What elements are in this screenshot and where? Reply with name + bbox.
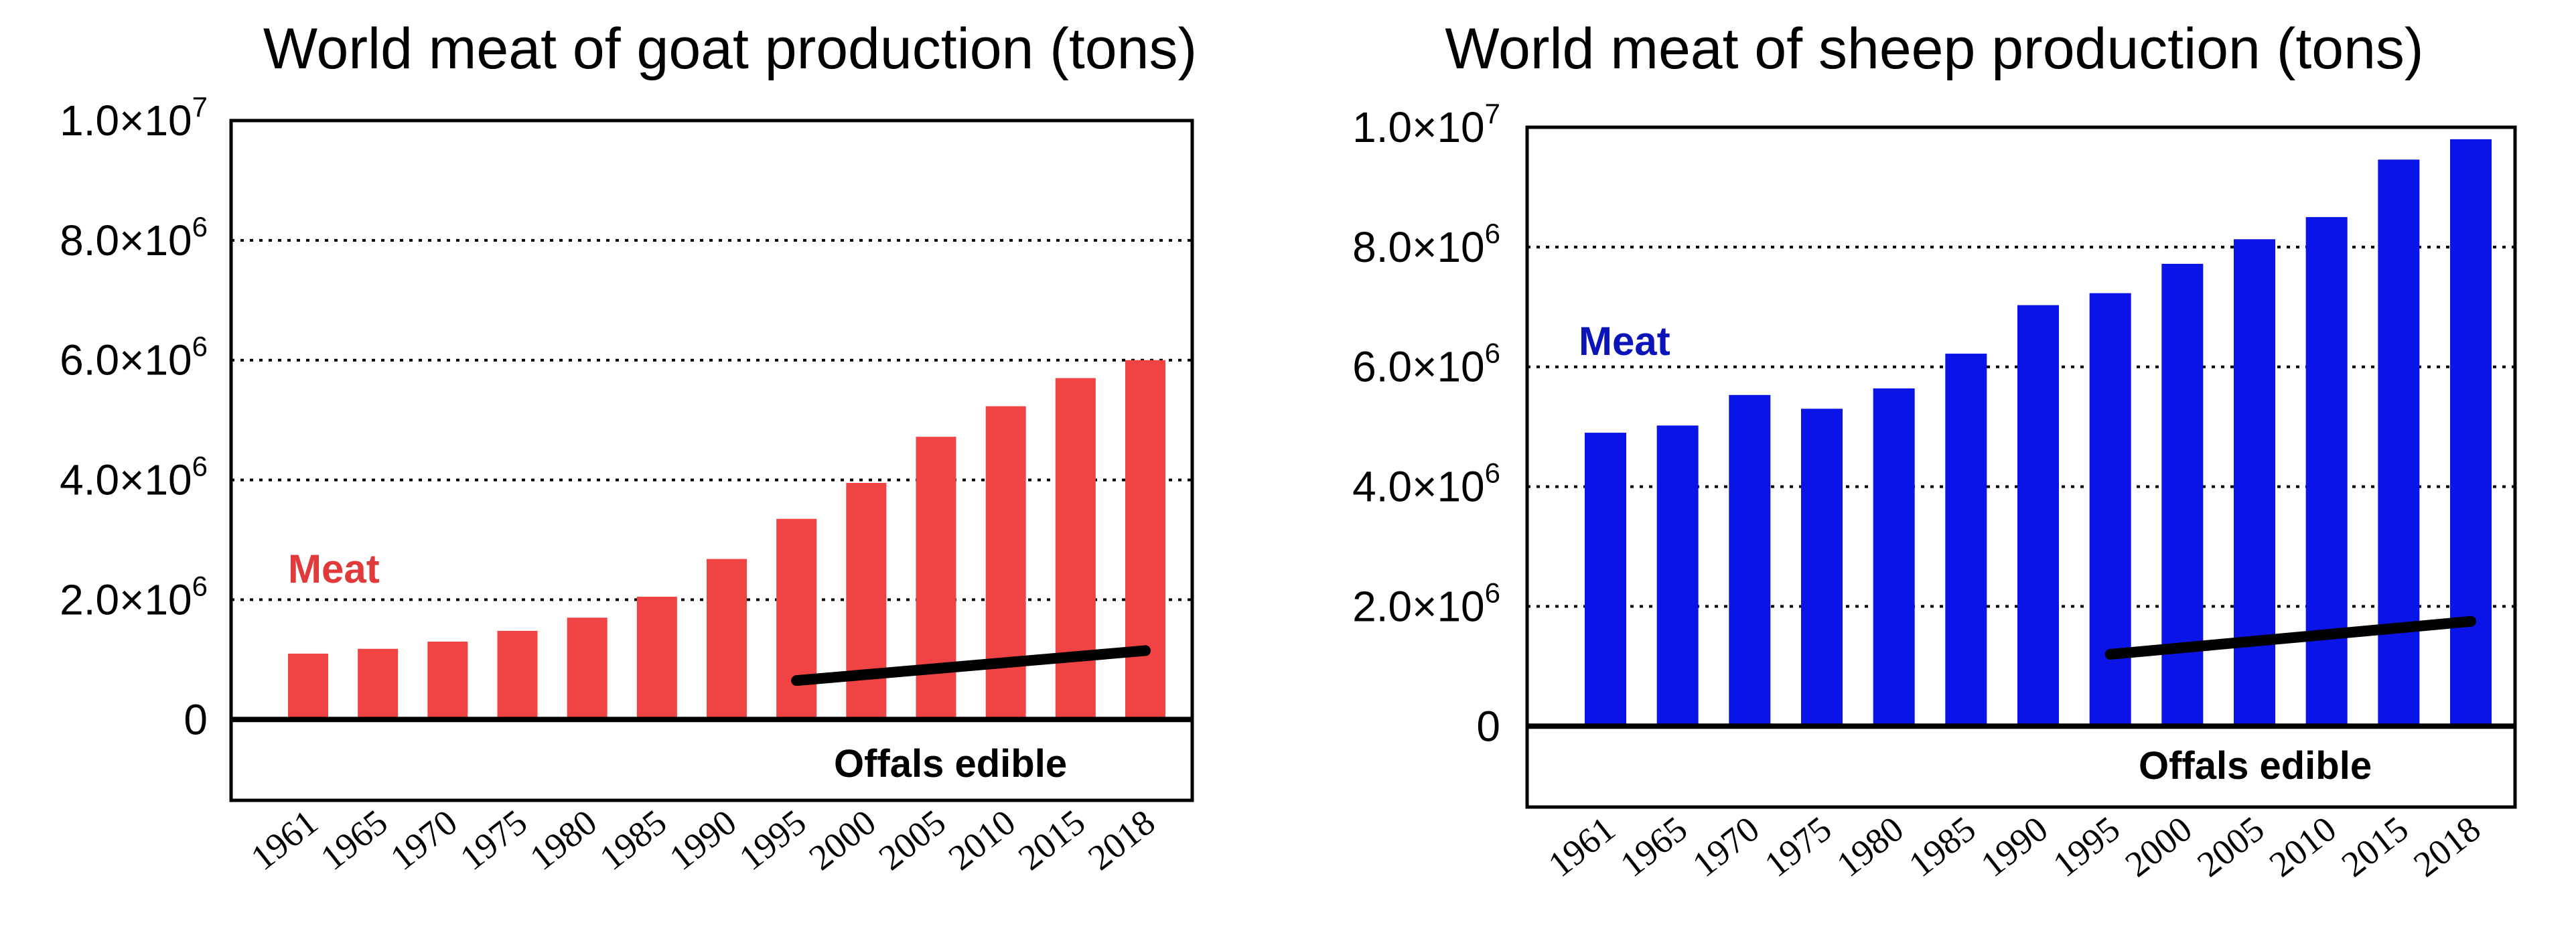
goat-xtick-label: 2010: [941, 802, 1023, 878]
goat-xtick-label: 1990: [662, 802, 743, 878]
goat-xtick-label: 2018: [1080, 802, 1162, 878]
sheep-xtick-label: 2010: [2262, 808, 2344, 885]
goat-xtick-label: 1970: [383, 802, 465, 878]
goat-xtick-label: 1985: [592, 802, 674, 878]
goat-meat-bar-1995: [776, 518, 817, 720]
sheep-offals-trend-line: [2104, 615, 2476, 660]
sheep-offals-label: Offals edible: [2139, 744, 2372, 788]
sheep-meat-bar-1970: [1729, 394, 1771, 727]
sheep-meat-bar-1961: [1585, 433, 1626, 727]
goat-xtick-label: 1995: [732, 802, 814, 878]
sheep-meat-bar-1990: [2017, 305, 2059, 727]
sheep-plot-frame: [1525, 125, 2517, 809]
sheep-xtick-label: 1970: [1685, 808, 1767, 885]
goat-ytick-label: 1.0×107: [60, 91, 208, 145]
sheep-meat-bar-2000: [2161, 263, 2204, 727]
sheep-chart-title: World meat of sheep production (tons): [1445, 17, 2423, 81]
goat-xtick-label: 1961: [243, 802, 325, 878]
sheep-xtick-label: 2018: [2406, 808, 2488, 885]
goat-meat-bar-2000: [846, 483, 887, 720]
goat-meat-bar-1980: [567, 618, 607, 720]
sheep-xtick-label: 2000: [2118, 808, 2200, 885]
sheep-meat-bar-2010: [2305, 217, 2348, 727]
sheep-meat-bar-1980: [1873, 388, 1915, 727]
goat-xtick-label: 2015: [1011, 802, 1092, 878]
sheep-xtick-label: 1961: [1541, 808, 1622, 885]
sheep-meat-bar-2015: [2378, 159, 2420, 727]
sheep-chart: World meat of sheep production (tons) 0 2…: [1352, 17, 2517, 885]
goat-meat-bar-2018: [1125, 360, 1165, 720]
sheep-xtick-label: 2015: [2334, 808, 2416, 885]
goat-meat-bar-1985: [636, 596, 677, 720]
sheep-ytick-label: 8.0×106: [1352, 218, 1500, 271]
goat-meat-bar-1965: [358, 648, 399, 720]
goat-ytick-label: 4.0×106: [60, 451, 208, 504]
sheep-ytick-label: 1.0×107: [1352, 98, 1500, 151]
goat-meat-bar-1970: [427, 642, 468, 720]
goat-xtick-label: 1965: [313, 802, 395, 878]
sheep-xtick-label: 1965: [1613, 808, 1695, 885]
sheep-meat-bar-1985: [1945, 354, 1987, 727]
sheep-ytick-label: 6.0×106: [1352, 338, 1500, 391]
goat-xtick-label: 1975: [453, 802, 534, 878]
sheep-xtick-label: 1980: [1829, 808, 1911, 885]
goat-xtick-label: 2000: [802, 802, 883, 878]
goat-ytick-label: 2.0×106: [60, 570, 208, 624]
goat-meat-bar-1975: [497, 630, 538, 720]
sheep-meat-bar-1995: [2089, 293, 2131, 727]
goat-ytick-label: 0: [184, 695, 208, 743]
goat-plot-frame: [229, 119, 1194, 802]
sheep-ytick-label: 0: [1476, 702, 1500, 750]
sheep-xtick-label: 1995: [2046, 808, 2127, 885]
goat-offals-label: Offals edible: [834, 742, 1067, 786]
goat-chart: World meat of goat production (tons) 0 2.…: [60, 17, 1197, 878]
sheep-xtick-label: 1985: [1902, 808, 1983, 885]
sheep-meat-label: Meat: [1579, 319, 1670, 364]
goat-xtick-label: 1980: [522, 802, 604, 878]
sheep-xtick-label: 1990: [1973, 808, 2055, 885]
goat-xtick-label: 2005: [871, 802, 953, 878]
goat-meat-bar-2010: [985, 406, 1026, 720]
sheep-meat-bar-1965: [1656, 425, 1699, 727]
sheep-meat-bar-2005: [2234, 239, 2275, 727]
goat-meat-bar-2005: [916, 437, 956, 720]
sheep-meat-bar-2018: [2450, 139, 2492, 727]
sheep-ytick-label: 2.0×106: [1352, 577, 1500, 630]
goat-meat-bar-1990: [707, 559, 747, 720]
goat-ytick-label: 8.0×106: [60, 211, 208, 265]
goat-offals-trend-line: [791, 645, 1151, 686]
goat-meat-bar-1961: [288, 653, 328, 720]
sheep-meat-bar-1975: [1801, 409, 1843, 727]
goat-chart-title: World meat of goat production (tons): [263, 17, 1197, 81]
goat-meat-bar-2015: [1055, 378, 1096, 720]
goat-ytick-label: 6.0×106: [60, 331, 208, 384]
goat-meat-label: Meat: [288, 547, 380, 591]
sheep-xtick-label: 1975: [1757, 808, 1839, 885]
sheep-xtick-label: 2005: [2190, 808, 2271, 885]
sheep-ytick-label: 4.0×106: [1352, 457, 1500, 511]
